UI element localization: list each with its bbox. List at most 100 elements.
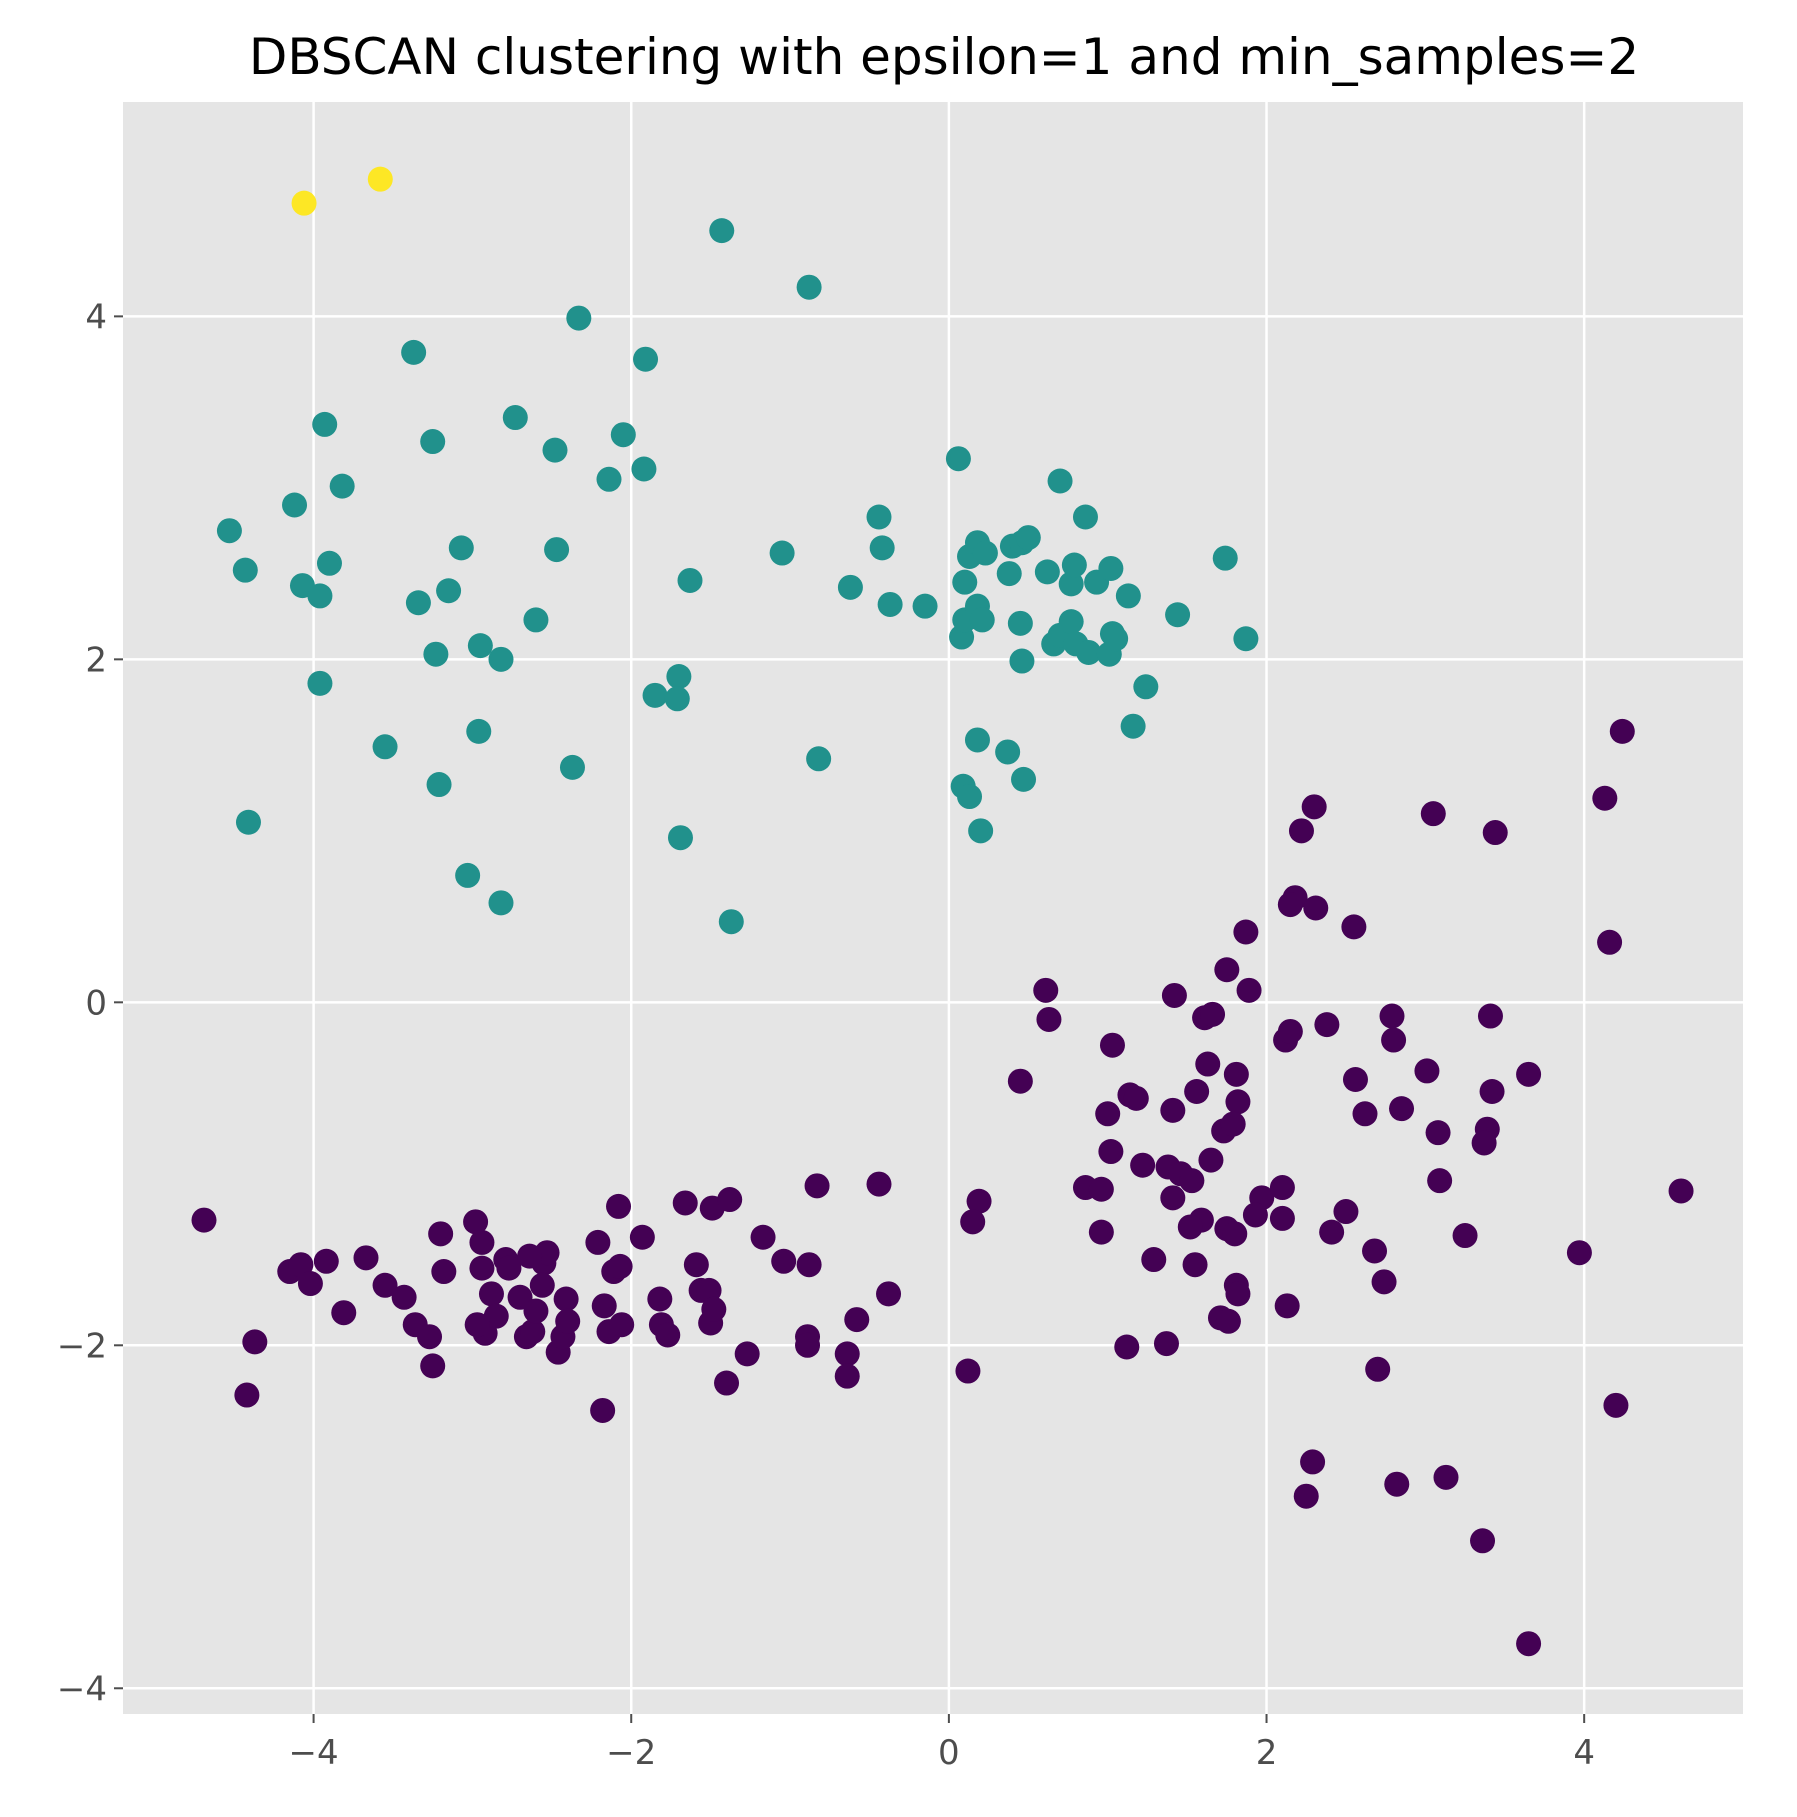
data-point xyxy=(1482,820,1508,846)
data-point xyxy=(718,909,744,935)
data-point xyxy=(1133,674,1159,700)
data-point xyxy=(629,1224,655,1250)
data-point xyxy=(1269,1205,1295,1231)
data-point xyxy=(585,1229,611,1255)
data-point xyxy=(972,540,998,566)
data-point xyxy=(966,1188,992,1214)
data-point xyxy=(647,1286,673,1312)
data-point xyxy=(426,772,452,798)
data-point xyxy=(329,473,355,499)
data-point xyxy=(844,1307,870,1333)
data-point xyxy=(606,1193,632,1219)
data-point xyxy=(960,1209,986,1235)
data-point xyxy=(1195,1051,1221,1077)
data-point xyxy=(559,754,585,780)
data-point xyxy=(502,405,528,431)
data-point xyxy=(1099,1032,1125,1058)
data-point xyxy=(1301,794,1327,820)
data-point xyxy=(969,607,995,633)
data-point xyxy=(307,583,333,609)
data-point xyxy=(1058,609,1084,635)
data-point xyxy=(1452,1223,1478,1249)
data-point xyxy=(1333,1199,1359,1225)
data-point xyxy=(837,574,863,600)
data-point xyxy=(607,1253,633,1279)
data-point xyxy=(282,492,308,518)
data-point xyxy=(1470,1528,1496,1554)
data-point xyxy=(331,1300,357,1326)
x-tick-label: 4 xyxy=(1573,1733,1595,1773)
data-point xyxy=(995,739,1021,765)
data-point xyxy=(717,1187,743,1213)
y-tick-label: −4 xyxy=(57,1669,107,1709)
data-point xyxy=(1103,626,1129,652)
data-point xyxy=(391,1284,417,1310)
data-point xyxy=(1433,1464,1459,1490)
data-point xyxy=(436,578,462,604)
data-point xyxy=(353,1245,379,1271)
data-point xyxy=(1274,1293,1300,1319)
data-point xyxy=(455,862,481,888)
data-point xyxy=(1277,1018,1303,1044)
data-point xyxy=(655,1322,681,1348)
data-point xyxy=(1047,468,1073,494)
data-point xyxy=(957,784,983,810)
x-tick-label: −2 xyxy=(606,1733,656,1773)
data-point xyxy=(1200,1001,1226,1027)
data-point xyxy=(796,274,822,300)
data-point xyxy=(469,1255,495,1281)
data-point xyxy=(591,1293,617,1319)
data-point xyxy=(1034,559,1060,585)
data-point xyxy=(544,537,570,563)
data-point xyxy=(496,1255,522,1281)
data-point xyxy=(1668,1178,1694,1204)
data-point xyxy=(968,818,994,844)
data-point xyxy=(1603,1392,1629,1418)
data-point xyxy=(1141,1247,1167,1273)
data-point xyxy=(464,1312,490,1338)
data-point xyxy=(804,1173,830,1199)
data-point xyxy=(1015,525,1041,551)
data-point xyxy=(877,591,903,617)
data-point xyxy=(555,1308,581,1334)
data-point xyxy=(769,540,795,566)
y-tick-label: −2 xyxy=(57,1326,107,1366)
data-point xyxy=(955,1358,981,1384)
data-point xyxy=(520,1319,546,1345)
data-point xyxy=(666,663,692,689)
data-point xyxy=(1011,766,1037,792)
data-point xyxy=(1225,1089,1251,1115)
data-point xyxy=(1225,1281,1251,1307)
data-point xyxy=(1277,892,1303,918)
data-point xyxy=(420,429,446,455)
data-point xyxy=(1414,1058,1440,1084)
data-point xyxy=(1352,1101,1378,1127)
data-point xyxy=(750,1224,776,1250)
data-point xyxy=(834,1341,860,1367)
data-point xyxy=(1123,1085,1149,1111)
data-point xyxy=(1242,1202,1268,1228)
data-point xyxy=(478,1281,504,1307)
data-point xyxy=(307,670,333,696)
chart-title: DBSCAN clustering with epsilon=1 and min… xyxy=(249,28,1639,86)
x-tick-label: −4 xyxy=(289,1733,339,1773)
data-point xyxy=(795,1332,821,1358)
data-point xyxy=(423,641,449,667)
data-point xyxy=(431,1259,457,1285)
data-point xyxy=(372,1272,398,1298)
data-point xyxy=(796,1252,822,1278)
data-point xyxy=(1371,1269,1397,1295)
data-point xyxy=(191,1207,217,1233)
data-point xyxy=(672,1190,698,1216)
data-point xyxy=(235,809,261,835)
data-point xyxy=(291,190,317,216)
data-point xyxy=(1212,545,1238,571)
data-point xyxy=(1198,1147,1224,1173)
y-tick-label: 0 xyxy=(85,983,107,1023)
data-point xyxy=(405,590,431,616)
data-point xyxy=(631,456,657,482)
data-point xyxy=(633,346,659,372)
data-point xyxy=(297,1271,323,1297)
data-point xyxy=(1384,1471,1410,1497)
data-point xyxy=(912,593,938,619)
